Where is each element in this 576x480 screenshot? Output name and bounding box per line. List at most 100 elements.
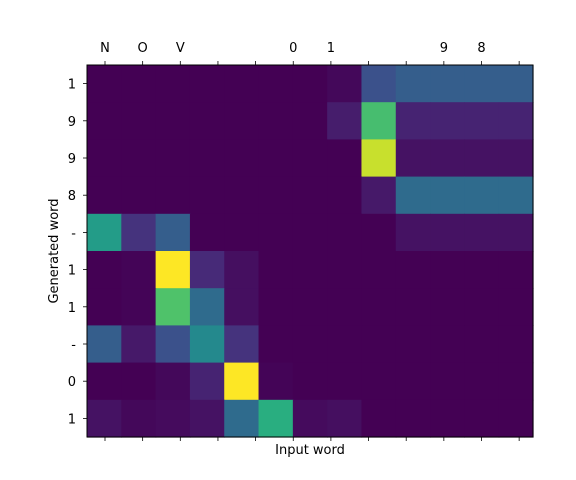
heatmap-cell	[430, 251, 465, 289]
y-axis-label: Generated word	[47, 198, 62, 303]
plot-frame	[86, 64, 534, 438]
heatmap-cell	[292, 213, 328, 252]
x-tick-label: 8	[477, 41, 485, 56]
heatmap-cell	[87, 65, 122, 103]
y-tick-label: -	[71, 338, 76, 353]
heatmap-cell	[155, 102, 191, 140]
heatmap-cell	[464, 213, 500, 252]
heatmap-cell	[498, 399, 534, 438]
heatmap-cell	[224, 139, 260, 178]
heatmap-cell	[430, 362, 465, 401]
y-tick-label: 8	[68, 189, 76, 204]
heatmap-cell	[155, 139, 191, 178]
heatmap-cell	[258, 213, 294, 252]
heatmap-cell	[361, 399, 397, 438]
y-tick-label: 1	[68, 301, 76, 316]
x-tick-label: V	[176, 41, 185, 56]
heatmap-cell	[87, 139, 122, 178]
heatmap-cell	[395, 176, 431, 215]
heatmap-cell	[327, 362, 363, 401]
heatmap-cell	[121, 362, 157, 401]
heatmap-cell	[189, 325, 225, 364]
heatmap-cell	[430, 288, 465, 326]
heatmap-cell	[155, 213, 191, 252]
heatmap-cell	[189, 213, 225, 252]
heatmap-cell	[498, 362, 534, 401]
heatmap-cell	[189, 176, 225, 215]
heatmap-cell	[361, 251, 397, 289]
heatmap-cell	[87, 362, 122, 401]
x-tick-label: 0	[289, 41, 297, 56]
heatmap-cell	[361, 362, 397, 401]
heatmap-cell	[327, 399, 363, 438]
heatmap-cell	[155, 251, 191, 289]
heatmap-cell	[361, 139, 397, 178]
heatmap-cell	[498, 102, 534, 140]
heatmap-cell	[87, 325, 122, 364]
heatmap-cell	[155, 65, 191, 103]
heatmap-cell	[464, 139, 500, 178]
heatmap-cell	[498, 213, 534, 252]
heatmap-cell	[189, 102, 225, 140]
heatmap-cell	[121, 176, 157, 215]
heatmap-cell	[258, 362, 294, 401]
heatmap-cell	[395, 102, 431, 140]
heatmap-cell	[430, 139, 465, 178]
heatmap-cell	[327, 176, 363, 215]
heatmap-cell	[87, 176, 122, 215]
heatmap-cell	[87, 251, 122, 289]
heatmap-cell	[189, 399, 225, 438]
heatmap-cell	[224, 251, 260, 289]
heatmap-cell	[327, 213, 363, 252]
x-tick-label: 1	[327, 41, 335, 56]
heatmap-cell	[87, 288, 122, 326]
heatmap-cell	[464, 102, 500, 140]
heatmap-cell	[155, 362, 191, 401]
heatmap-cell	[361, 213, 397, 252]
heatmap-cell	[121, 102, 157, 140]
heatmap-cell	[87, 213, 122, 252]
heatmap-cell	[87, 102, 122, 140]
heatmap-cell	[121, 325, 157, 364]
heatmap-cell	[121, 251, 157, 289]
heatmap-cell	[224, 288, 260, 326]
heatmap-cell	[395, 399, 431, 438]
heatmap-cell	[121, 399, 157, 438]
y-tick-label: 9	[68, 115, 76, 130]
heatmap-cell	[395, 251, 431, 289]
heatmap-cell	[258, 139, 294, 178]
heatmap-cell	[292, 251, 328, 289]
y-tick-label: -	[71, 226, 76, 241]
heatmap-cell	[292, 65, 328, 103]
heatmap-cell	[258, 102, 294, 140]
heatmap-cells	[87, 65, 534, 438]
heatmap-cell	[430, 213, 465, 252]
heatmap-cell	[430, 399, 465, 438]
heatmap-cell	[327, 325, 363, 364]
heatmap-cell	[327, 102, 363, 140]
heatmap-cell	[189, 288, 225, 326]
y-tick-label: 0	[68, 375, 76, 390]
heatmap-cell	[292, 288, 328, 326]
heatmap-cell	[395, 362, 431, 401]
heatmap-cell	[258, 176, 294, 215]
heatmap-cell	[292, 139, 328, 178]
heatmap-cell	[292, 325, 328, 364]
heatmap-cell	[87, 399, 122, 438]
heatmap-cell	[395, 139, 431, 178]
heatmap-cell	[395, 325, 431, 364]
heatmap-cell	[292, 362, 328, 401]
heatmap-cell	[395, 288, 431, 326]
heatmap-cell	[361, 176, 397, 215]
heatmap-cell	[121, 65, 157, 103]
heatmap-cell	[464, 251, 500, 289]
heatmap-cell	[224, 65, 260, 103]
heatmap-cell	[327, 65, 363, 103]
heatmap-cell	[498, 251, 534, 289]
heatmap-cell	[498, 176, 534, 215]
heatmap-cell	[292, 176, 328, 215]
x-tick-label: N	[100, 41, 110, 56]
heatmap-cell	[258, 251, 294, 289]
heatmap-cell	[155, 176, 191, 215]
